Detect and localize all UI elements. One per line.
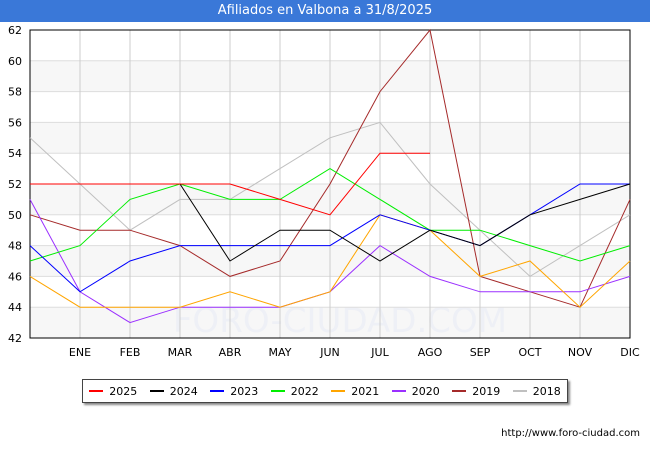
y-tick-label: 60 <box>8 55 22 68</box>
legend-swatch <box>331 390 346 392</box>
y-tick-label: 48 <box>8 240 22 253</box>
series-line-2025 <box>30 152 430 216</box>
y-tick-label: 62 <box>8 24 22 37</box>
x-tick-label: MAY <box>269 346 292 359</box>
y-tick-label: 50 <box>8 209 22 222</box>
legend-item-2022: 2022 <box>270 384 319 398</box>
series-line-2021 <box>29 214 631 308</box>
legend-label: 2019 <box>472 384 501 398</box>
legend-swatch <box>391 390 406 392</box>
x-tick-label: JUN <box>319 346 340 359</box>
legend-swatch <box>149 390 164 392</box>
y-tick-label: 54 <box>8 147 22 160</box>
y-tick-label: 52 <box>8 178 22 191</box>
y-tick-label: 46 <box>8 270 22 283</box>
series-line-2022 <box>29 168 631 262</box>
x-tick-label: ENE <box>69 346 91 359</box>
legend-label: 2024 <box>169 384 198 398</box>
legend-item-2023: 2023 <box>210 385 258 398</box>
legend-item-2018: 2018 <box>512 384 561 398</box>
legend-swatch <box>89 390 104 392</box>
legend-label: 2020 <box>411 384 440 398</box>
source-url[interactable]: http://www.foro-ciudad.com <box>501 428 640 439</box>
legend-swatch <box>452 390 467 392</box>
legend-swatch <box>512 390 527 392</box>
x-tick-label: MAR <box>168 346 193 359</box>
legend-item-2024: 2024 <box>149 384 198 398</box>
legend-swatch <box>210 390 225 392</box>
legend-item-2019: 2019 <box>452 385 500 398</box>
y-tick-label: 58 <box>8 86 22 99</box>
y-tick-label: 44 <box>8 301 22 314</box>
x-tick-label: FEB <box>120 346 141 359</box>
x-tick-label: SEP <box>470 346 491 359</box>
legend-item-2020: 2020 <box>391 384 440 398</box>
y-tick-label: 42 <box>8 332 22 345</box>
legend-item-2021: 2021 <box>331 385 379 398</box>
x-tick-label: NOV <box>568 346 593 359</box>
chart-title: Afiliados en Valbona a 31/8/2025 <box>0 0 650 22</box>
legend-label: 2022 <box>290 384 319 398</box>
x-tick-label: JUL <box>370 346 389 359</box>
legend: 2025 2024 2023 2022 2021 2020 2019 2018 <box>82 379 568 403</box>
x-tick-label: ABR <box>219 346 242 359</box>
x-tick-label: AGO <box>418 346 443 359</box>
legend-swatch <box>270 390 285 392</box>
legend-item-2025: 2025 <box>89 385 137 398</box>
x-tick-label: DIC <box>620 346 640 359</box>
y-tick-label: 56 <box>8 116 22 129</box>
x-tick-label: OCT <box>518 346 541 359</box>
legend-label: 2021 <box>351 384 380 398</box>
legend-label: 2018 <box>532 384 561 398</box>
legend-label: 2025 <box>109 384 138 398</box>
legend-label: 2023 <box>230 384 259 398</box>
